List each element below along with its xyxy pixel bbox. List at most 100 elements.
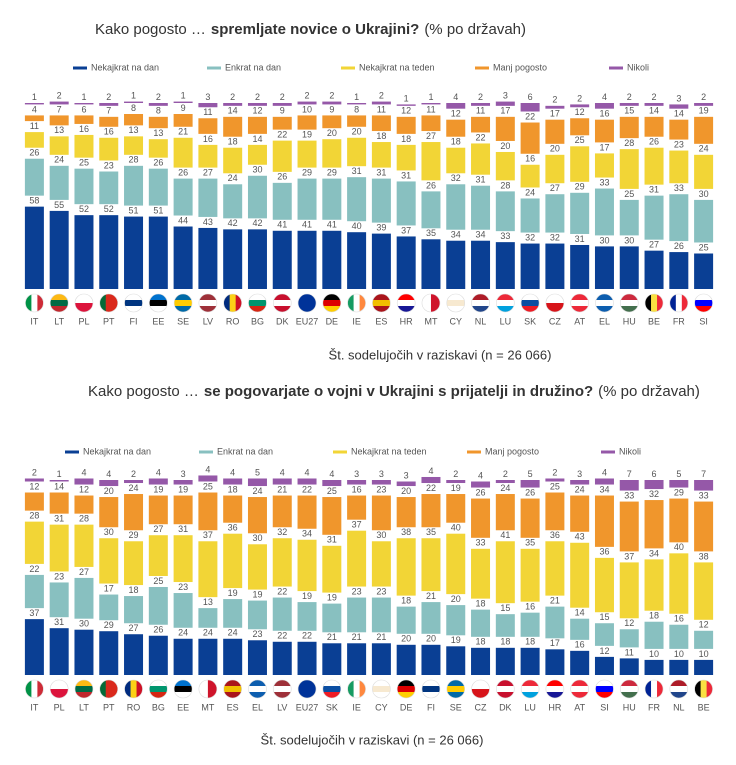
bar-segment xyxy=(619,629,639,648)
flag-stripe xyxy=(645,680,652,698)
flag-border xyxy=(322,679,342,699)
value-label: 2 xyxy=(577,93,582,103)
value-label: 24 xyxy=(228,628,238,638)
flag xyxy=(149,680,168,698)
value-label: 18 xyxy=(228,137,238,147)
category-label: DK xyxy=(276,316,289,326)
bar-segment xyxy=(148,635,168,675)
value-label: 12 xyxy=(252,106,262,116)
flag-stripe xyxy=(421,680,440,687)
flag xyxy=(471,680,490,698)
bar-segment xyxy=(619,103,639,106)
value-label: 26 xyxy=(525,487,535,497)
value-label: 20 xyxy=(104,486,114,496)
bar-segment xyxy=(471,498,491,538)
bar-segment xyxy=(396,181,416,226)
value-label: 26 xyxy=(153,158,163,168)
bar-segment xyxy=(644,250,664,289)
flag xyxy=(595,680,614,698)
value-label: 58 xyxy=(29,196,39,206)
value-label: 4 xyxy=(32,104,37,114)
bar-segment xyxy=(24,478,44,482)
bar-segment xyxy=(495,541,515,604)
value-label: 1 xyxy=(354,92,359,102)
flag-stripe xyxy=(74,294,93,304)
category-label: CZ xyxy=(549,316,561,326)
value-label: 19 xyxy=(699,106,709,116)
flag-stripe xyxy=(298,680,317,698)
value-label: 11 xyxy=(203,107,212,117)
value-label: 19 xyxy=(153,484,163,494)
bar-segment xyxy=(198,103,218,108)
flag-stripe xyxy=(31,294,38,312)
bar-segment xyxy=(545,492,565,531)
bar-segment xyxy=(173,495,193,525)
bar-segment xyxy=(124,136,144,155)
bar-segment xyxy=(371,142,391,168)
bar-segment xyxy=(223,638,243,675)
bar-segment xyxy=(24,158,44,196)
value-label: 11 xyxy=(625,647,634,657)
legend-label: Manj pogosto xyxy=(485,446,539,456)
bar-segment xyxy=(421,103,441,105)
value-label: 29 xyxy=(327,167,337,177)
flag-stripe xyxy=(347,294,354,312)
bar-segment xyxy=(495,242,515,289)
flag-stripe xyxy=(322,692,341,698)
bar-segment xyxy=(99,594,119,621)
legend-label: Nekajkrat na teden xyxy=(359,62,435,72)
bar-segment xyxy=(396,644,416,675)
flag-stripe xyxy=(397,294,416,301)
flag-border xyxy=(272,679,292,699)
flag xyxy=(174,680,193,698)
value-label: 28 xyxy=(624,138,634,148)
flag-stripe xyxy=(223,294,230,312)
value-label: 12 xyxy=(401,106,411,116)
category-label: EE xyxy=(152,316,164,326)
value-label: 3 xyxy=(577,469,582,479)
flag-border xyxy=(173,679,193,699)
bar-segment xyxy=(421,239,441,289)
bar-segment xyxy=(347,232,367,289)
bar-segment xyxy=(669,119,689,140)
flag xyxy=(397,294,416,312)
flag-stripe xyxy=(620,680,639,687)
bar-segment xyxy=(694,154,714,189)
flag-stripe xyxy=(595,294,614,301)
flag-border xyxy=(446,293,466,313)
bar-segment xyxy=(594,478,614,485)
flag-stripe xyxy=(669,692,688,698)
bar-segment xyxy=(669,624,689,649)
value-label: 22 xyxy=(277,129,287,139)
flag-stripe xyxy=(273,300,292,307)
flag-border xyxy=(248,293,267,313)
bar-segment xyxy=(49,210,69,289)
flag-stripe xyxy=(471,294,490,301)
bar-segment xyxy=(471,185,491,230)
flag-border xyxy=(570,679,589,699)
value-label: 20 xyxy=(451,594,461,604)
bar-segment xyxy=(198,118,218,134)
flag-border xyxy=(471,293,490,313)
flag-stripe xyxy=(620,294,639,301)
flag-stripe xyxy=(174,686,193,693)
value-label: 25 xyxy=(153,576,163,586)
bar-segment xyxy=(223,533,243,589)
category-label: MT xyxy=(201,702,214,712)
value-label: 17 xyxy=(550,638,560,648)
value-label: 2 xyxy=(503,469,508,479)
category-label: CY xyxy=(375,702,388,712)
value-label: 4 xyxy=(602,467,607,477)
bar-segment xyxy=(24,103,44,105)
value-label: 2 xyxy=(652,92,657,102)
value-label: 14 xyxy=(228,106,238,116)
value-label: 33 xyxy=(599,177,609,187)
bar-segment xyxy=(322,643,342,675)
bar-segment xyxy=(247,497,267,534)
legend-label: Nekajkrat na dan xyxy=(91,62,159,72)
bar-segment xyxy=(371,178,391,223)
value-label: 11 xyxy=(476,106,485,116)
flag xyxy=(273,680,292,698)
category-label: RO xyxy=(127,702,141,712)
bar-segment xyxy=(669,480,689,488)
